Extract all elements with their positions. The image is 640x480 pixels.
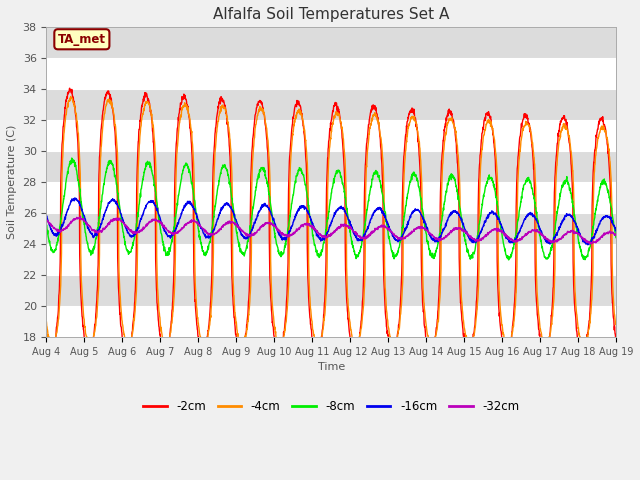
-16cm	[348, 225, 356, 230]
X-axis label: Time: Time	[317, 362, 345, 372]
Y-axis label: Soil Temperature (C): Soil Temperature (C)	[7, 125, 17, 240]
-4cm	[562, 126, 570, 132]
-4cm	[67, 94, 75, 99]
Bar	[47, 213, 616, 244]
-32cm	[497, 229, 505, 235]
Line: -2cm: -2cm	[47, 88, 616, 357]
-32cm	[360, 235, 368, 241]
-32cm	[587, 241, 595, 247]
-8cm	[360, 226, 368, 232]
-8cm	[578, 252, 586, 257]
-16cm	[202, 233, 209, 239]
-8cm	[497, 228, 505, 233]
Bar	[47, 306, 616, 337]
Line: -32cm: -32cm	[47, 216, 616, 244]
Bar	[47, 120, 616, 151]
-4cm	[43, 319, 51, 325]
-8cm	[505, 257, 513, 263]
Bar	[47, 182, 616, 213]
-2cm	[497, 328, 505, 334]
-4cm	[612, 322, 620, 328]
Bar	[47, 58, 616, 89]
Title: Alfalfa Soil Temperatures Set A: Alfalfa Soil Temperatures Set A	[213, 7, 449, 22]
-4cm	[361, 283, 369, 289]
-32cm	[612, 232, 620, 238]
Bar	[47, 151, 616, 182]
Line: -16cm: -16cm	[47, 198, 616, 245]
-2cm	[612, 337, 620, 343]
-4cm	[276, 346, 284, 351]
-2cm	[361, 188, 369, 193]
-2cm	[348, 345, 356, 351]
-32cm	[43, 217, 51, 223]
-2cm	[562, 117, 570, 122]
Legend: -2cm, -4cm, -8cm, -16cm, -32cm: -2cm, -4cm, -8cm, -16cm, -32cm	[138, 396, 524, 418]
Text: TA_met: TA_met	[58, 33, 106, 46]
-8cm	[68, 155, 76, 161]
-16cm	[562, 214, 570, 219]
-8cm	[202, 253, 209, 259]
-16cm	[43, 213, 51, 218]
-16cm	[497, 221, 505, 227]
-2cm	[43, 331, 51, 337]
Bar	[47, 89, 616, 120]
-2cm	[578, 349, 586, 355]
-32cm	[202, 228, 209, 234]
-2cm	[202, 348, 209, 353]
-2cm	[66, 85, 74, 91]
-4cm	[348, 336, 356, 342]
-4cm	[578, 341, 586, 347]
-16cm	[360, 232, 368, 238]
-2cm	[351, 354, 359, 360]
Bar	[47, 27, 616, 58]
-8cm	[562, 178, 570, 183]
-16cm	[578, 234, 586, 240]
-32cm	[348, 227, 356, 232]
-8cm	[612, 235, 620, 240]
-16cm	[612, 228, 620, 234]
-8cm	[43, 223, 51, 228]
Line: -4cm: -4cm	[47, 96, 616, 348]
-16cm	[584, 242, 592, 248]
-4cm	[497, 315, 505, 321]
-4cm	[202, 340, 209, 346]
-32cm	[562, 231, 570, 237]
Bar	[47, 275, 616, 306]
Bar	[47, 244, 616, 275]
-32cm	[578, 235, 586, 240]
-16cm	[70, 195, 78, 201]
-8cm	[348, 238, 356, 244]
-32cm	[77, 213, 84, 219]
Line: -8cm: -8cm	[47, 158, 616, 260]
